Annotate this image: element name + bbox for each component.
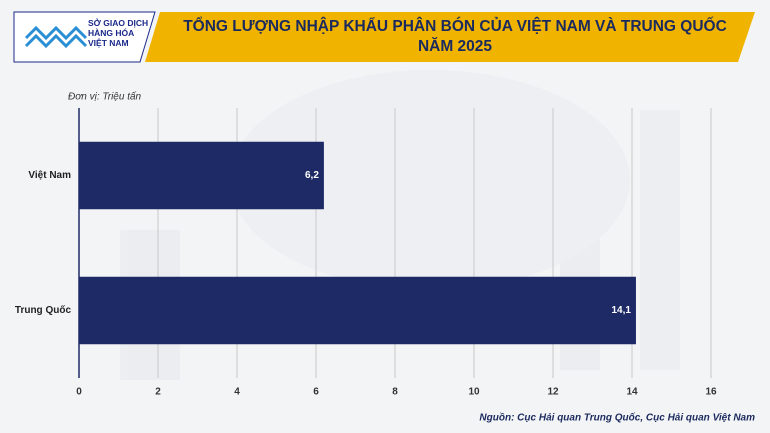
source: Nguồn: Cục Hải quan Trung Quốc, Cục Hải …: [479, 412, 755, 424]
x-tick-label: 6: [313, 387, 319, 398]
header-band: [145, 12, 755, 62]
logo-text: SỞ GIAO DỊCH HÀNG HÓA VIỆT NAM: [88, 18, 148, 48]
x-tick-label: 0: [76, 387, 82, 398]
x-tick-label: 14: [626, 387, 638, 398]
chart-title: TỔNG LƯỢNG NHẬP KHẨU PHÂN BÓN CỦA VIỆT N…: [183, 18, 727, 55]
x-tick-label: 2: [155, 387, 161, 398]
logo-line: VIỆT NAM: [88, 38, 129, 48]
logo-line: HÀNG HÓA: [88, 28, 135, 38]
x-tick-label: 4: [234, 387, 240, 398]
y-tick-label: Trung Quốc: [15, 304, 72, 316]
bar: [79, 141, 324, 210]
y-tick-label: Việt Nam: [28, 170, 71, 181]
x-tick-label: 10: [468, 387, 480, 398]
data-label: 6,2: [305, 170, 319, 181]
logo-line: SỞ GIAO DỊCH: [88, 18, 149, 28]
logo-mark: [24, 25, 88, 49]
x-tick-label: 16: [705, 387, 717, 398]
x-tick-label: 12: [547, 387, 559, 398]
x-tick-label: 8: [392, 387, 398, 398]
unit-label: Đơn vị: Triệu tấn: [68, 91, 142, 103]
bar: [79, 276, 636, 345]
data-label: 14,1: [611, 305, 631, 316]
